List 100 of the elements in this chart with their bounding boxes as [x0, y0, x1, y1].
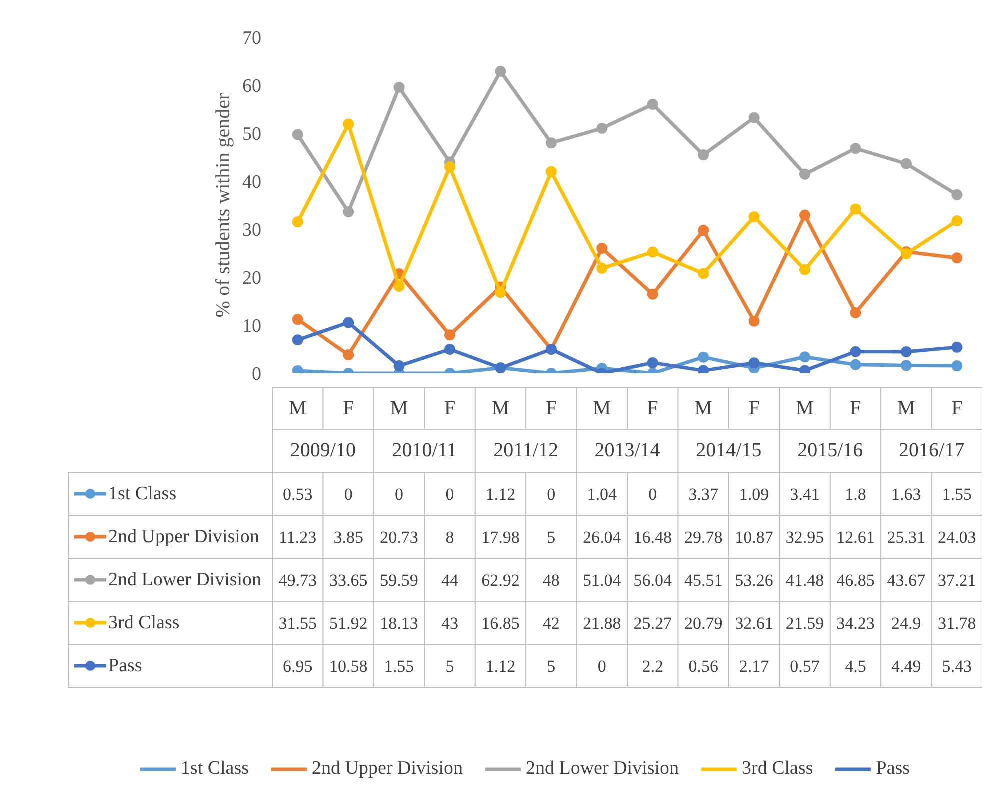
data-label: 37.21	[938, 571, 976, 590]
point	[647, 288, 658, 300]
data-label: 43.67	[887, 571, 926, 590]
data-label: 1.04	[587, 485, 618, 504]
x-tick-label: F	[748, 398, 760, 420]
x-tick-label: F	[444, 398, 456, 420]
data-label: 0	[648, 485, 658, 504]
data-label: 62.92	[482, 571, 520, 590]
data-label: 0.57	[790, 657, 820, 676]
point	[343, 317, 354, 328]
data-label: 21.88	[583, 614, 622, 633]
data-label: 1.8	[845, 485, 866, 504]
data-label: 0.56	[688, 657, 718, 676]
data-label: 1.12	[486, 657, 516, 676]
point	[850, 204, 862, 215]
point	[292, 334, 304, 346]
data-label: 21.59	[786, 614, 824, 633]
data-label: 3.37	[688, 485, 719, 504]
point	[850, 307, 862, 318]
data-label: 0.53	[282, 485, 313, 504]
y-tick-label: 0	[252, 364, 262, 385]
point	[952, 252, 963, 264]
x-tick-label: M	[898, 398, 916, 420]
data-label: 4.5	[845, 657, 866, 676]
text: 2013/14	[594, 440, 660, 462]
data-label: 1.63	[892, 485, 922, 504]
legend-label: 1st Class	[108, 484, 177, 504]
point	[596, 262, 608, 274]
data-label: 1.55	[384, 657, 414, 676]
y-tick-label: 40	[242, 172, 262, 193]
y-tick-label: 60	[242, 76, 262, 97]
data-label: 8	[446, 528, 454, 547]
data-label: 32.95	[786, 528, 824, 547]
point	[900, 346, 912, 358]
data-label: 42	[542, 614, 560, 633]
data-label: 32.61	[735, 614, 774, 633]
legend-label: 2nd Lower Division	[108, 570, 262, 590]
data-label: 59.59	[380, 571, 418, 590]
text: 2nd Upper Division	[312, 758, 463, 779]
data-label: 31.78	[938, 614, 976, 633]
x-tick-label: F	[647, 398, 658, 420]
data-label: 16.85	[482, 614, 520, 633]
point	[900, 360, 912, 372]
legend-label: 3rd Class	[108, 612, 180, 634]
data-label: 31.55	[278, 614, 317, 633]
point	[952, 342, 963, 353]
point	[292, 129, 304, 140]
text: 2011/12	[494, 440, 558, 462]
data-label: 20.73	[380, 528, 418, 547]
data-label: 1.09	[739, 485, 770, 504]
data-label: 26.04	[583, 528, 622, 547]
point	[444, 344, 456, 355]
x-tick-label: F	[952, 398, 963, 420]
data-label: 53.26	[735, 571, 774, 590]
data-label: 0	[446, 485, 454, 504]
data-label: 5.43	[942, 657, 972, 676]
point	[495, 287, 506, 298]
data-label: 12.61	[836, 528, 875, 547]
point	[596, 123, 608, 134]
data-label: 3.85	[334, 528, 364, 547]
data-label: 46.85	[836, 571, 875, 590]
text: 2010/11	[392, 440, 458, 462]
point	[952, 215, 963, 226]
point	[343, 350, 354, 361]
data-label: 48	[542, 571, 560, 590]
data-label: 33.65	[329, 571, 368, 590]
data-label: 25.31	[887, 528, 926, 547]
point	[394, 82, 405, 93]
legend-label: 2nd Upper Division	[108, 526, 260, 548]
point	[850, 143, 862, 154]
data-label: 41.48	[786, 571, 824, 590]
data-label: 2.2	[642, 657, 664, 676]
data-label: 5	[446, 657, 454, 676]
point	[394, 360, 405, 372]
point	[952, 189, 963, 200]
point	[800, 210, 810, 221]
data-label: 0	[598, 657, 606, 676]
data-label: 18.13	[380, 614, 418, 633]
data-label: 0	[547, 485, 556, 504]
point	[444, 162, 456, 173]
data-label: 11.23	[279, 528, 317, 547]
point	[596, 243, 608, 254]
point	[647, 246, 658, 258]
y-tick-label: 70	[242, 28, 262, 49]
y-tick-label: 20	[242, 268, 262, 289]
point	[698, 268, 710, 280]
point	[952, 360, 963, 372]
point	[394, 280, 405, 292]
point	[647, 357, 658, 368]
x-tick-label: M	[288, 398, 307, 420]
data-label: 56.04	[634, 571, 672, 590]
point	[850, 359, 862, 370]
data-label: 10.58	[329, 657, 368, 676]
point	[748, 112, 760, 124]
data-label: 44	[442, 571, 459, 590]
data-label: 4.49	[892, 657, 922, 676]
data-label: 1.12	[486, 485, 516, 504]
data-label: 5	[547, 528, 556, 547]
point	[900, 158, 912, 170]
point	[495, 66, 506, 77]
